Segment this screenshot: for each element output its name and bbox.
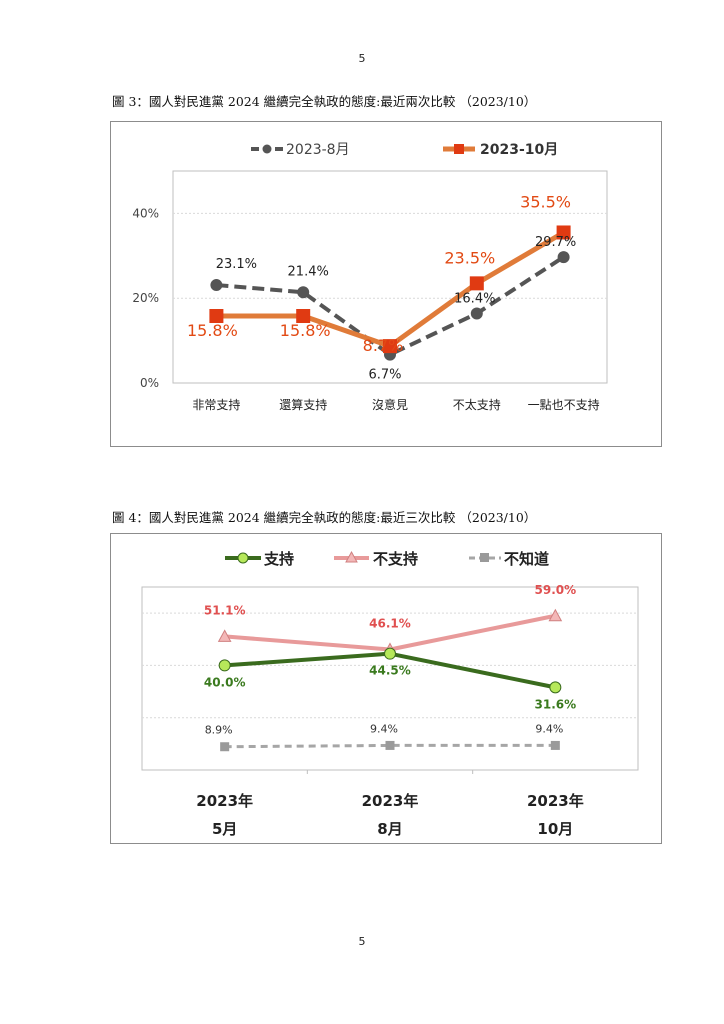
point-2023-10-2 — [383, 339, 397, 354]
data-label-unknown-2: 9.4% — [535, 722, 563, 735]
x-tick-label-year-1: 2023年 — [362, 792, 419, 810]
legend-marker-support — [237, 552, 249, 564]
figure3-frame: 0% 20% 40% 非常支持 還算支持 沒意見 不太支持 一點也不支持 2023-8月 2023… — [110, 121, 662, 447]
figure3-chart: 0% 20% 40% 非常支持 還算支持 沒意見 不太支持 一點也不支持 2023-8月 2023… — [132, 142, 608, 412]
data-label-support-1: 44.5% — [369, 664, 411, 678]
y-tick-label-2: 40% — [132, 206, 159, 220]
series-line-2023-8 — [216, 255, 565, 357]
data-label-2023-8-1: 21.4% — [288, 264, 329, 279]
data-label-oppose-2: 59.0% — [535, 583, 577, 597]
x-tick-label-year-0: 2023年 — [196, 792, 253, 810]
figure3-caption: 圖 3：國人對民進黨 2024 繼續完全執政的態度:最近兩次比較 （2023/1… — [112, 94, 537, 109]
data-label-2023-8-3: 16.4% — [454, 291, 495, 306]
x-tick-label-3: 不太支持 — [453, 397, 501, 412]
point-2023-10-0 — [209, 309, 224, 324]
data-label-2023-8-2: 6.7% — [368, 368, 401, 383]
point-unknown-1 — [385, 740, 395, 750]
point-oppose-2 — [548, 608, 563, 622]
x-tick-label-month-1: 8月 — [377, 820, 402, 838]
x-tick-label-4: 一點也不支持 — [528, 397, 600, 412]
x-tick-label-0: 非常支持 — [192, 397, 240, 412]
legend-marker-2023-10 — [454, 144, 464, 154]
y-tick-label-0: 0% — [140, 376, 159, 390]
x-tick-label-month-0: 5月 — [212, 820, 237, 838]
legend-label-support: 支持 — [263, 550, 294, 568]
legend-label-2023-8: 2023-8月 — [286, 142, 350, 158]
x-tick-label-year-2: 2023年 — [527, 792, 584, 810]
x-tick-label-month-2: 10月 — [537, 820, 573, 838]
data-label-2023-10-4: 35.5% — [520, 192, 571, 211]
figure4-chart: 2023年 5月 2023年 8月 2023年 10月 支持 不支持 不知道 51.1% 46.1%… — [141, 550, 639, 838]
figure4-frame: 2023年 5月 2023年 8月 2023年 10月 支持 不支持 不知道 51.1% 46.1%… — [110, 533, 662, 844]
page-number-bottom: 5 — [358, 935, 366, 948]
x-tick-label-1: 還算支持 — [279, 397, 327, 412]
data-label-2023-10-2: 8.7% — [363, 336, 404, 355]
data-label-2023-8-0: 23.1% — [216, 257, 257, 272]
point-2023-8-3 — [470, 307, 483, 320]
point-2023-10-3 — [469, 276, 484, 291]
legend-label-oppose: 不支持 — [373, 550, 418, 568]
data-label-support-0: 40.0% — [204, 675, 246, 689]
data-label-2023-8-4: 29.7% — [535, 235, 576, 250]
point-support-0 — [218, 659, 231, 672]
data-label-oppose-0: 51.1% — [204, 603, 246, 617]
legend-marker-oppose — [345, 550, 358, 563]
legend-label-2023-10: 2023-10月 — [480, 142, 558, 158]
point-2023-10-1 — [296, 309, 311, 324]
data-label-support-2: 31.6% — [535, 697, 577, 711]
legend-marker-2023-8 — [262, 144, 272, 154]
point-2023-8-0 — [210, 279, 223, 292]
data-label-2023-10-1: 15.8% — [280, 321, 331, 340]
legend-marker-unknown — [480, 553, 489, 562]
x-tick-label-2: 沒意見 — [372, 397, 408, 412]
point-unknown-2 — [550, 740, 560, 750]
point-support-2 — [549, 681, 562, 694]
figure4-caption: 圖 4：國人對民進黨 2024 繼續完全執政的態度:最近三次比較 （2023/1… — [112, 510, 537, 525]
data-label-2023-10-0: 15.8% — [187, 321, 238, 340]
point-support-1 — [384, 647, 396, 660]
data-label-2023-10-3: 23.5% — [444, 248, 495, 267]
legend-label-unknown: 不知道 — [504, 550, 549, 568]
point-oppose-0 — [217, 629, 232, 642]
point-2023-8-1 — [297, 286, 310, 299]
data-label-oppose-1: 46.1% — [369, 616, 411, 630]
point-unknown-0 — [220, 742, 230, 752]
data-label-unknown-0: 8.9% — [205, 724, 233, 737]
page-number-top: 5 — [358, 52, 366, 65]
data-label-unknown-1: 9.4% — [370, 722, 398, 735]
point-2023-8-4 — [557, 251, 570, 264]
point-2023-10-4 — [556, 225, 571, 240]
y-tick-label-1: 20% — [132, 291, 159, 305]
